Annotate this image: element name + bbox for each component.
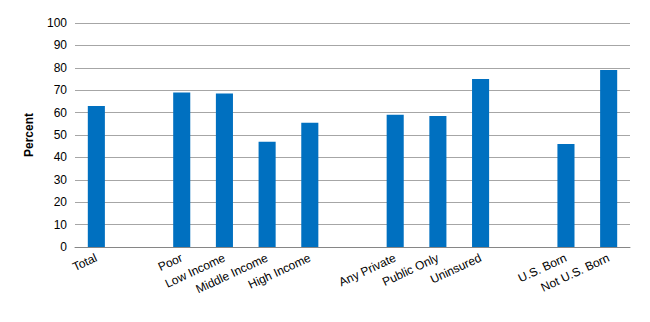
svg-text:Middle Income: Middle Income	[193, 250, 271, 297]
svg-text:Low Income: Low Income	[162, 250, 228, 291]
svg-text:50: 50	[54, 128, 68, 142]
svg-text:Any Private: Any Private	[336, 250, 399, 290]
svg-text:60: 60	[54, 106, 68, 120]
svg-text:Poor: Poor	[155, 250, 185, 275]
svg-text:Not U.S. Born: Not U.S. Born	[539, 251, 612, 295]
svg-text:40: 40	[54, 150, 68, 164]
svg-text:Total: Total	[70, 251, 99, 274]
svg-text:20: 20	[54, 195, 68, 209]
svg-text:Public Only: Public Only	[380, 250, 441, 289]
svg-text:Uninsured: Uninsured	[428, 251, 483, 287]
svg-text:High Income: High Income	[246, 251, 313, 292]
svg-text:70: 70	[54, 83, 68, 97]
svg-text:90: 90	[54, 38, 68, 52]
svg-text:30: 30	[54, 173, 68, 187]
svg-text:0: 0	[60, 240, 67, 254]
svg-text:80: 80	[54, 61, 68, 75]
svg-text:100: 100	[47, 16, 67, 30]
svg-text:10: 10	[54, 218, 68, 232]
svg-text:Percent: Percent	[22, 113, 36, 157]
